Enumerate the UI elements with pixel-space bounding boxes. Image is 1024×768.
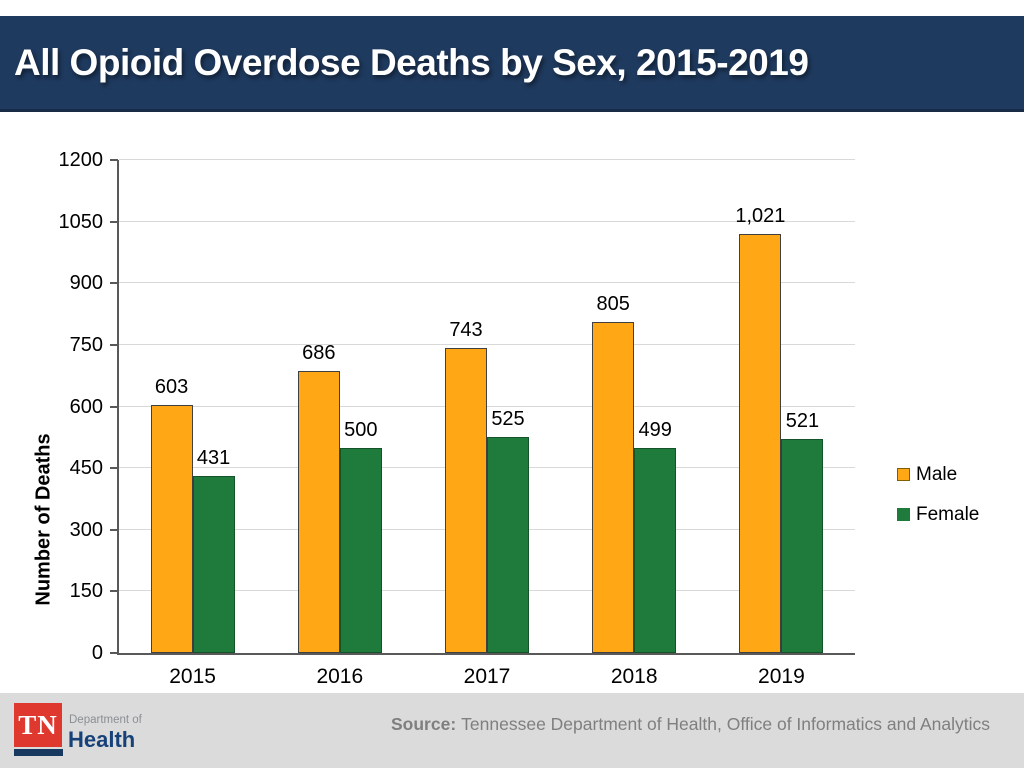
- plot-area: 0 150 300 450 600 750 900 1050 1200 603 686 743 805 1…: [59, 150, 855, 688]
- y-axis-tick: [110, 528, 118, 531]
- legend-item-male: Male: [897, 465, 979, 484]
- y-axis-tick-label: 0: [91, 642, 103, 664]
- logo-department-of: Department of: [69, 714, 142, 726]
- chart-area: Number of Deaths 0 150 300 450 600 750 900 1050…: [0, 112, 1024, 693]
- bar-female-2018: [634, 448, 677, 653]
- y-axis-tick: [110, 343, 118, 346]
- bar-value-label: 499: [638, 419, 672, 441]
- x-axis-label: 2017: [463, 665, 511, 688]
- legend: Male Female: [897, 465, 979, 545]
- y-axis-tick-label: 750: [69, 333, 103, 356]
- footer: TN Department of Health Source: Tennessee…: [0, 693, 1024, 768]
- y-axis-tick: [110, 405, 118, 408]
- y-axis-tick-label: 900: [69, 272, 103, 295]
- y-axis-tick-label: 450: [69, 457, 103, 480]
- x-axis-label: 2018: [610, 665, 658, 688]
- y-axis-tick-label: 1050: [58, 210, 104, 233]
- bar-value-label: 431: [196, 446, 231, 469]
- gridline: [119, 220, 855, 222]
- y-axis-tick: [110, 652, 118, 654]
- y-axis-tick-label: 150: [69, 580, 103, 603]
- bar-female-2017: [487, 437, 529, 653]
- bar-value-label: 743: [449, 318, 483, 341]
- y-axis-tick: [110, 467, 118, 470]
- bar-value-label: 1,021: [735, 204, 786, 227]
- tn-logo-letters: TN: [18, 709, 58, 740]
- bar-female-2019: [781, 438, 824, 653]
- bar-value-label: 521: [785, 409, 820, 432]
- bar-male-2015: [150, 405, 193, 653]
- bar-male-2017: [445, 347, 487, 653]
- tn-logo-underline: [14, 749, 63, 756]
- logo-health: Health: [68, 727, 136, 752]
- bar-value-label: 686: [302, 342, 336, 365]
- bar-male-2016: [297, 371, 340, 653]
- bar-value-label: 603: [154, 376, 189, 399]
- legend-label: Female: [916, 504, 980, 525]
- legend-item-female: Female: [897, 505, 979, 524]
- bar-value-label: 805: [596, 293, 630, 316]
- bar-value-label: 500: [344, 418, 378, 441]
- slide-title: All Opioid Overdose Deaths by Sex, 2015-…: [14, 41, 809, 83]
- y-axis-tick-label: 1200: [58, 149, 104, 171]
- title-bar: All Opioid Overdose Deaths by Sex, 2015-…: [0, 16, 1024, 112]
- bar-female-2016: [339, 447, 382, 653]
- legend-label: Male: [916, 464, 958, 485]
- tn-health-logo: TN Department of Health: [0, 693, 240, 768]
- source-line: Source: Tennessee Department of Health, O…: [391, 714, 990, 735]
- bar-female-2015: [192, 475, 235, 653]
- gridline: [119, 343, 855, 345]
- x-axis-label: 2016: [316, 665, 364, 688]
- source-label: Source:: [391, 714, 457, 734]
- y-axis-tick: [110, 159, 118, 161]
- source-text: Tennessee Department of Health, Office o…: [461, 714, 990, 734]
- gridline: [119, 282, 855, 284]
- bar-male-2018: [592, 322, 635, 653]
- y-axis-tick: [110, 220, 118, 223]
- y-axis-tick: [110, 590, 118, 593]
- x-axis-label: 2015: [169, 665, 216, 688]
- y-axis-tick-label: 300: [69, 518, 103, 541]
- tn-logo-mark: TN: [14, 703, 62, 747]
- y-axis-tick-label: 600: [69, 395, 103, 418]
- legend-swatch: [897, 468, 910, 481]
- gridline: [119, 405, 855, 407]
- x-axis-label: 2019: [758, 665, 805, 688]
- legend-swatch: [897, 508, 910, 521]
- bar-male-2019: [739, 233, 782, 653]
- bar-value-label: 525: [491, 408, 525, 431]
- gridline: [119, 159, 855, 160]
- y-axis-tick: [110, 282, 118, 285]
